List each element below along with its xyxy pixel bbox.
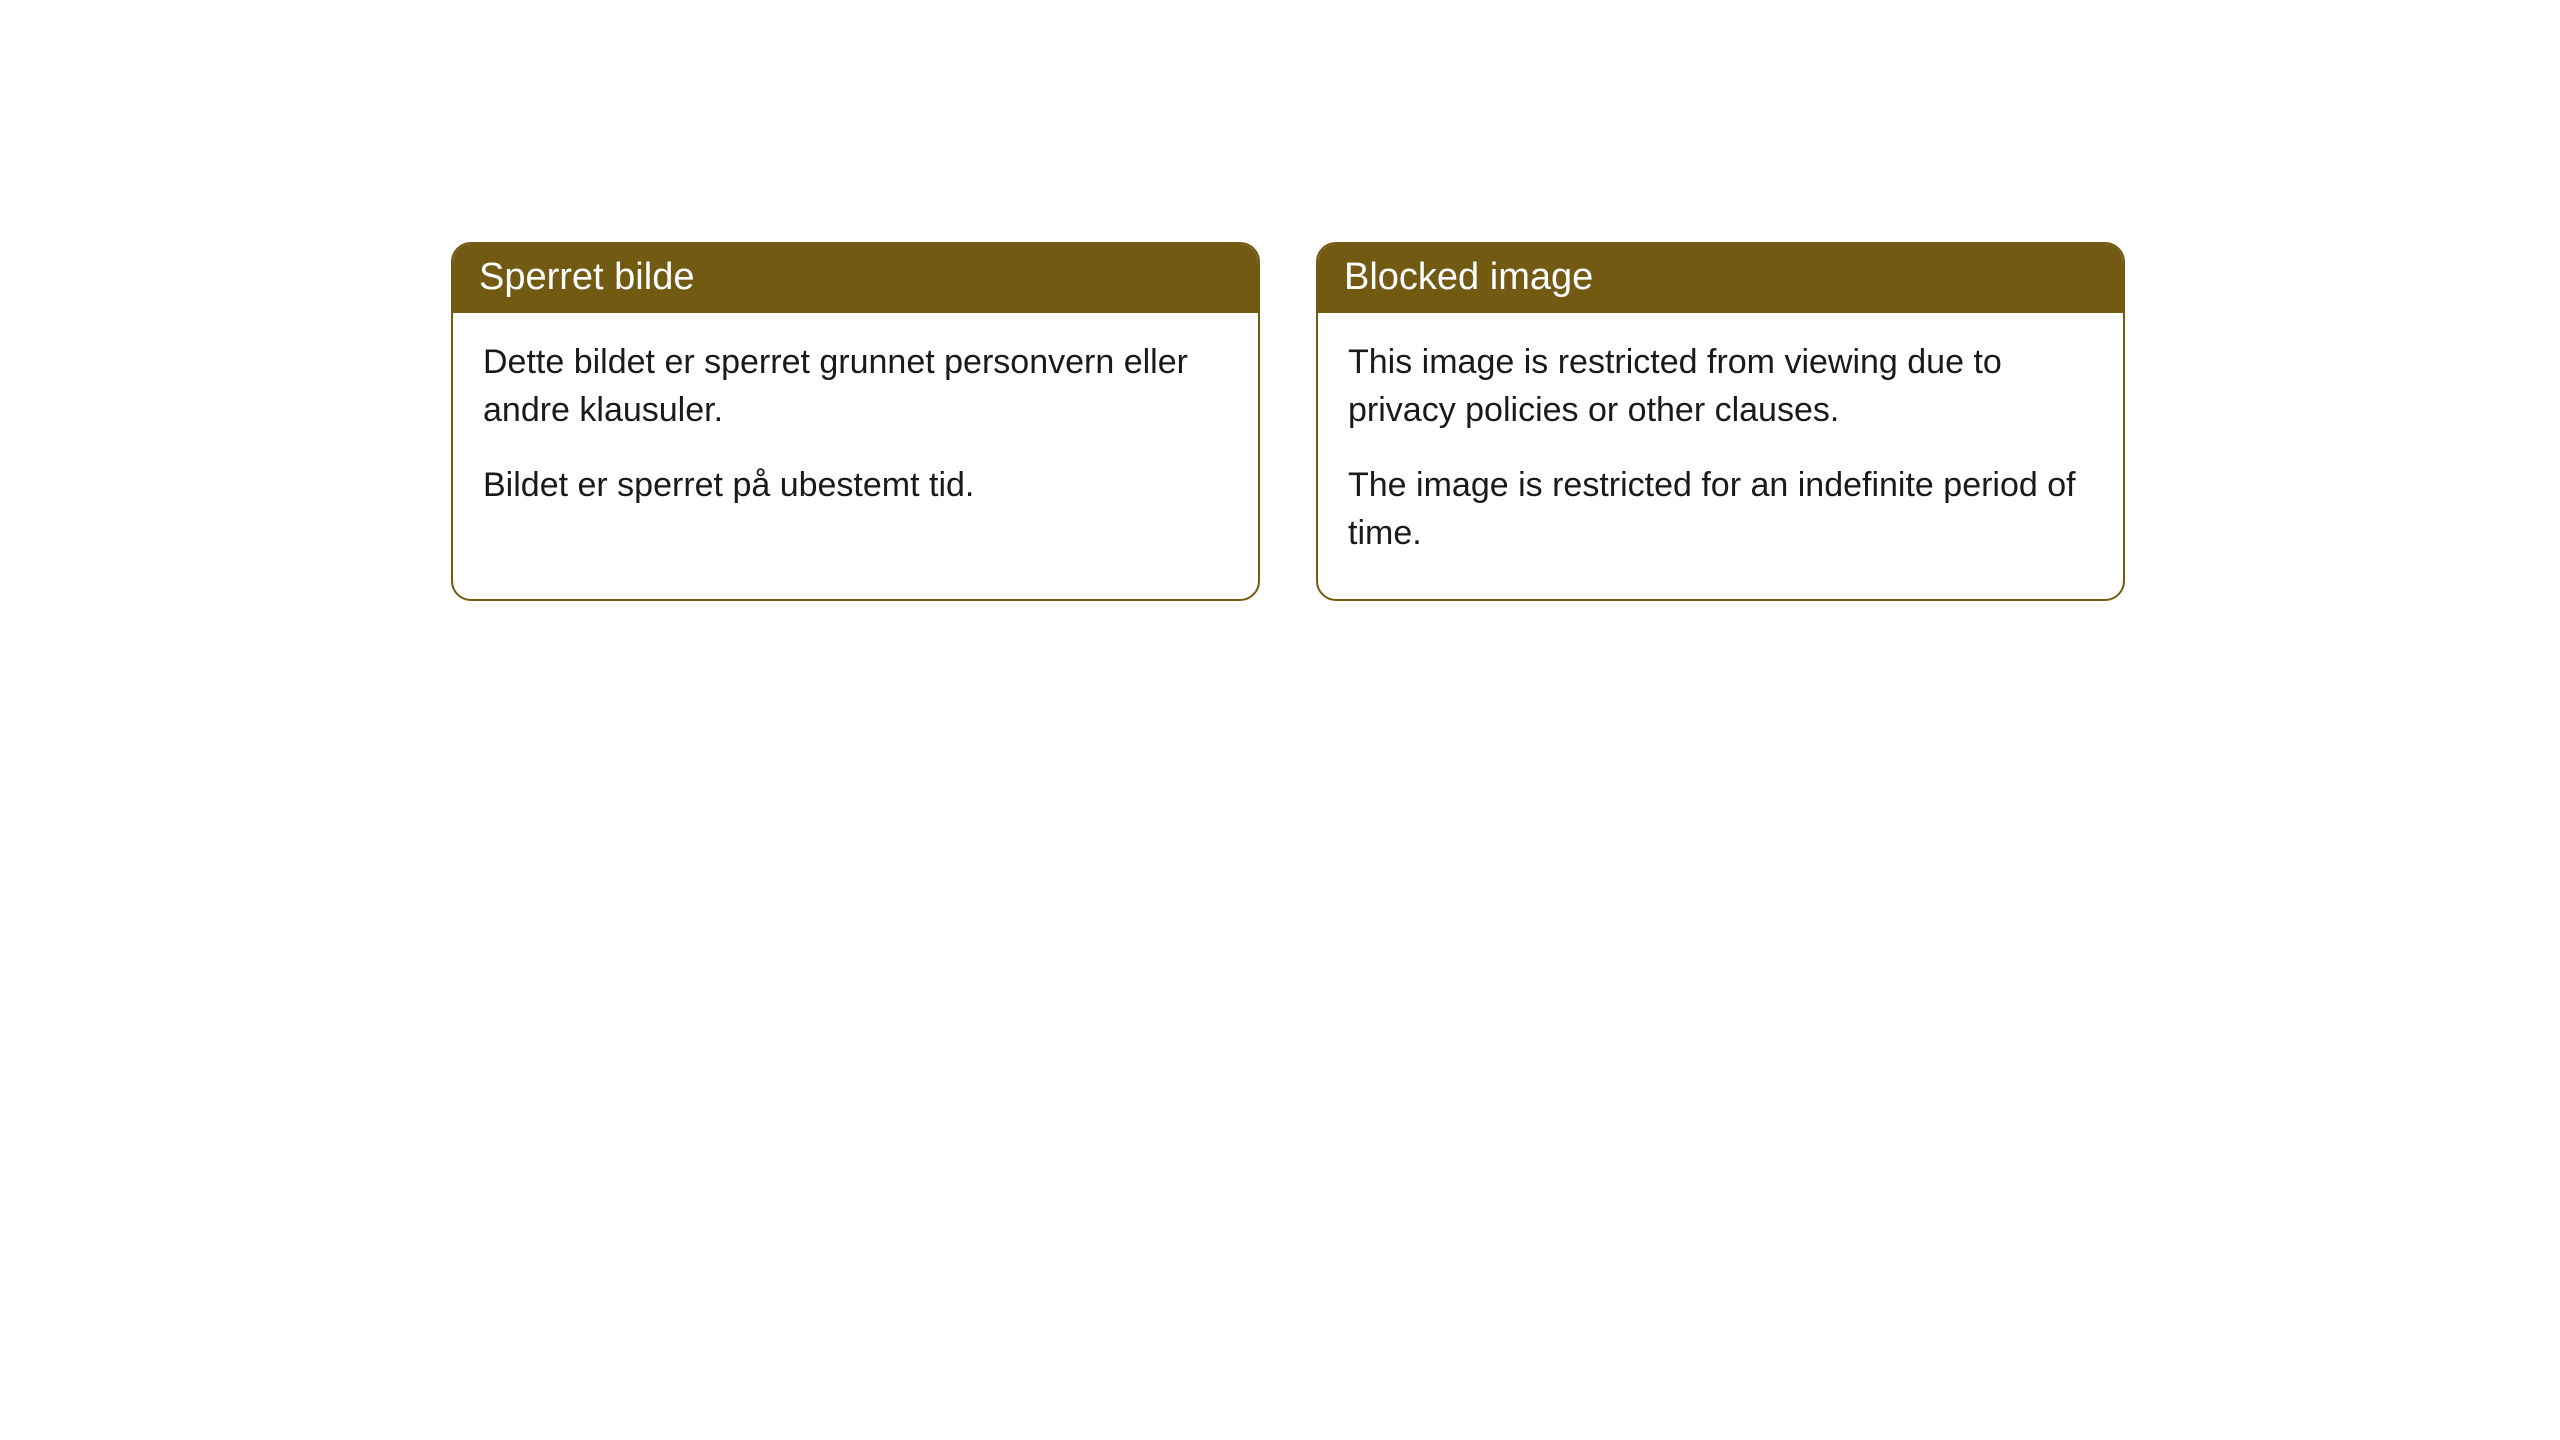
blocked-image-card-norwegian: Sperret bilde Dette bildet er sperret gr… <box>451 242 1260 601</box>
card-header: Blocked image <box>1318 244 2123 313</box>
card-body: Dette bildet er sperret grunnet personve… <box>453 313 1258 552</box>
notice-cards-container: Sperret bilde Dette bildet er sperret gr… <box>451 242 2125 601</box>
card-body: This image is restricted from viewing du… <box>1318 313 2123 599</box>
blocked-image-card-english: Blocked image This image is restricted f… <box>1316 242 2125 601</box>
card-paragraph: Bildet er sperret på ubestemt tid. <box>483 462 1228 510</box>
card-paragraph: This image is restricted from viewing du… <box>1348 339 2093 434</box>
card-header: Sperret bilde <box>453 244 1258 313</box>
card-paragraph: The image is restricted for an indefinit… <box>1348 462 2093 557</box>
card-paragraph: Dette bildet er sperret grunnet personve… <box>483 339 1228 434</box>
